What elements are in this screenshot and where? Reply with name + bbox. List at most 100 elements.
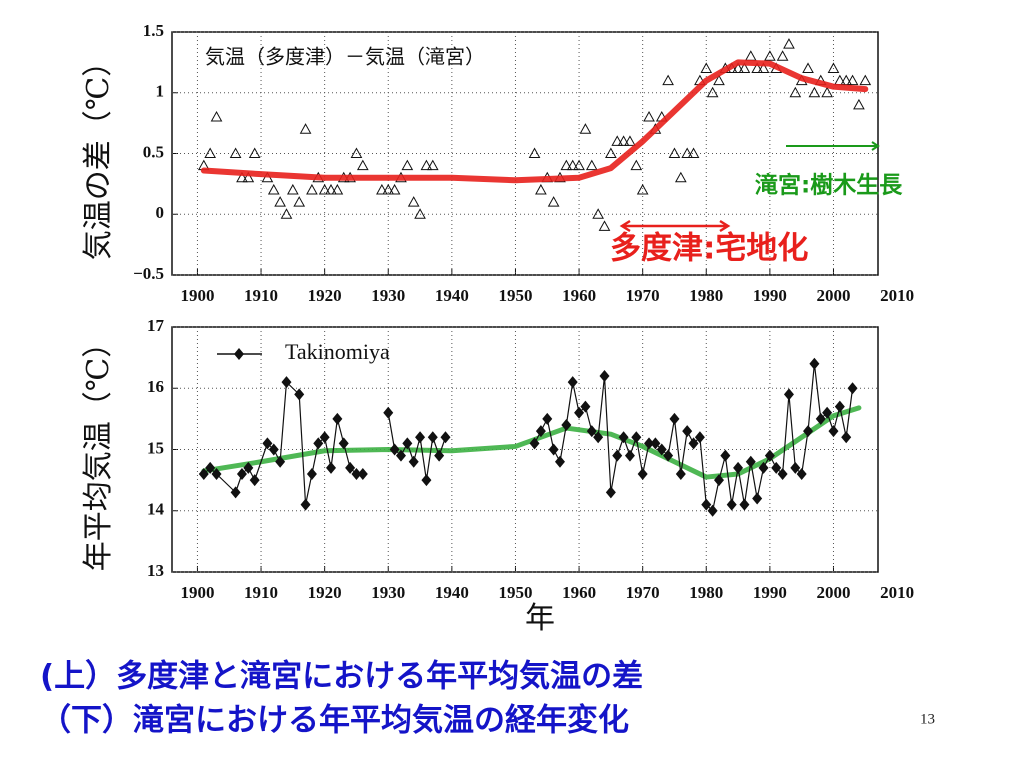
x-tick-label: 1910 bbox=[244, 583, 278, 602]
point bbox=[757, 62, 770, 73]
point bbox=[275, 455, 286, 468]
point bbox=[853, 98, 865, 110]
series-line bbox=[201, 405, 862, 480]
point bbox=[706, 86, 719, 98]
point bbox=[554, 455, 565, 468]
point bbox=[682, 425, 693, 438]
point bbox=[318, 183, 331, 195]
point bbox=[612, 449, 623, 462]
point bbox=[636, 183, 649, 195]
point bbox=[675, 468, 686, 480]
point bbox=[243, 461, 254, 474]
y-tick-label: 14 bbox=[147, 500, 165, 519]
x-tick-label: 1980 bbox=[689, 583, 723, 602]
point bbox=[681, 147, 694, 158]
point bbox=[764, 50, 776, 61]
point bbox=[267, 183, 280, 195]
point bbox=[440, 431, 451, 444]
point bbox=[528, 147, 541, 158]
point bbox=[331, 183, 344, 195]
point bbox=[732, 62, 744, 73]
point bbox=[846, 74, 859, 86]
x-tick-label: 1960 bbox=[562, 286, 596, 305]
series-line bbox=[200, 59, 869, 184]
point bbox=[242, 171, 255, 183]
point bbox=[669, 412, 680, 425]
point bbox=[268, 443, 279, 456]
annotation: 気温（多度津）－気温（滝宮） bbox=[205, 45, 485, 69]
point bbox=[299, 123, 312, 134]
point bbox=[274, 196, 286, 207]
point bbox=[764, 449, 775, 462]
point bbox=[789, 86, 802, 98]
point bbox=[574, 406, 585, 419]
y-tick-label: 1.5 bbox=[143, 21, 164, 40]
point bbox=[415, 431, 426, 444]
point bbox=[205, 461, 216, 474]
y-tick-label: 17 bbox=[147, 316, 165, 335]
point bbox=[535, 183, 547, 195]
point bbox=[707, 504, 718, 517]
point bbox=[815, 412, 826, 425]
point bbox=[821, 86, 833, 98]
point bbox=[345, 461, 356, 474]
y-tick-label: 13 bbox=[147, 561, 164, 580]
point bbox=[236, 171, 248, 183]
point bbox=[752, 492, 763, 505]
point bbox=[566, 159, 579, 171]
point bbox=[204, 147, 217, 158]
point bbox=[592, 208, 604, 219]
point bbox=[776, 50, 789, 61]
point bbox=[631, 431, 642, 444]
point bbox=[663, 449, 674, 462]
x-tick-label: 2000 bbox=[816, 583, 850, 602]
point bbox=[656, 443, 667, 456]
point bbox=[325, 183, 337, 195]
point bbox=[248, 147, 261, 158]
point bbox=[605, 486, 616, 499]
point bbox=[332, 412, 343, 425]
x-tick-label: 1900 bbox=[180, 286, 214, 305]
point bbox=[313, 437, 324, 450]
point bbox=[713, 474, 724, 487]
point bbox=[580, 400, 591, 413]
point bbox=[408, 455, 419, 468]
point bbox=[688, 437, 699, 450]
point bbox=[738, 62, 751, 73]
x-tick-label: 1950 bbox=[498, 286, 532, 305]
point bbox=[771, 461, 782, 474]
point bbox=[668, 147, 681, 158]
x-tick-label: 1910 bbox=[244, 286, 278, 305]
point bbox=[840, 74, 853, 86]
point bbox=[356, 159, 369, 171]
caption-line: （下）滝宮における年平均気温の経年変化 bbox=[40, 703, 629, 739]
point bbox=[777, 468, 788, 480]
x-tick-label: 1900 bbox=[180, 583, 214, 602]
x-tick-label: 1920 bbox=[308, 583, 342, 602]
annotation-text: 滝宮:樹木生長 bbox=[755, 172, 903, 199]
point bbox=[198, 468, 209, 480]
point bbox=[687, 147, 700, 158]
legend-label: Takinomiya bbox=[285, 339, 390, 364]
point bbox=[808, 86, 821, 98]
point bbox=[319, 431, 330, 444]
caption-line: (上）多度津と滝宮における年平均気温の差 bbox=[40, 659, 643, 695]
point bbox=[211, 468, 222, 480]
point bbox=[560, 159, 573, 171]
point bbox=[389, 443, 400, 456]
x-tick-label: 1920 bbox=[308, 286, 342, 305]
point bbox=[744, 50, 757, 61]
x-tick-label: 1980 bbox=[689, 286, 723, 305]
point bbox=[713, 74, 725, 86]
point bbox=[414, 208, 426, 219]
point bbox=[650, 437, 661, 450]
point bbox=[758, 461, 769, 474]
point bbox=[828, 425, 839, 438]
point bbox=[579, 123, 592, 134]
point bbox=[249, 474, 260, 487]
point bbox=[720, 449, 731, 462]
point bbox=[637, 468, 648, 480]
point bbox=[593, 431, 604, 444]
point bbox=[421, 474, 432, 487]
